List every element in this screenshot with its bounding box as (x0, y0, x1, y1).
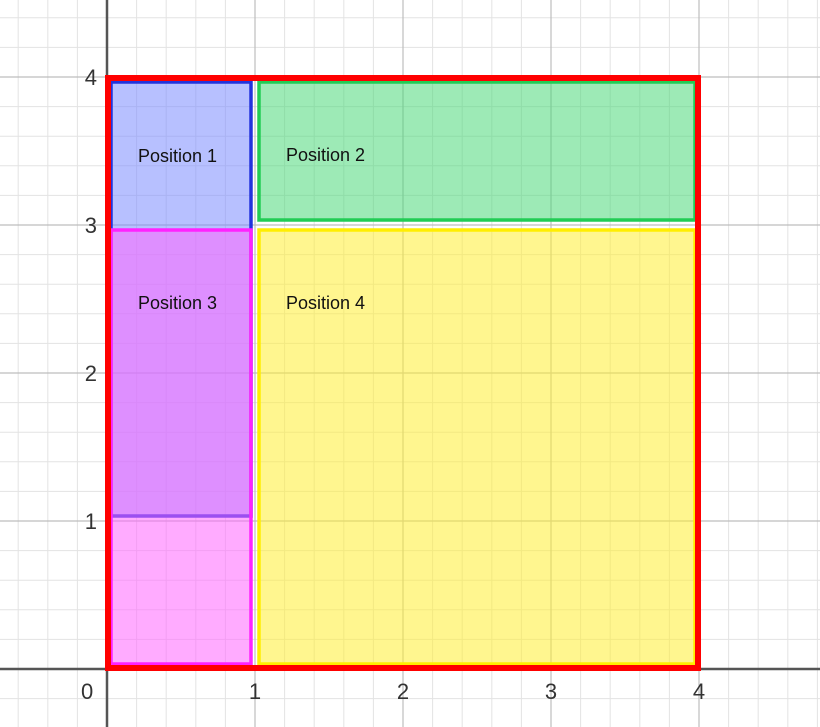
x-tick-label-1: 1 (249, 679, 261, 704)
position-2-label: Position 2 (286, 145, 365, 165)
position-3-label: Position 3 (138, 293, 217, 313)
position-2-region (257, 80, 697, 222)
tick-labels: 0 1 2 3 4 1 2 3 4 (81, 65, 705, 704)
position-4-region (257, 228, 697, 666)
y-tick-label-4: 4 (85, 65, 97, 90)
position-3-region (109, 228, 253, 666)
y-tick-label-3: 3 (85, 213, 97, 238)
x-tick-label-3: 3 (545, 679, 557, 704)
position-regions (105, 75, 701, 671)
y-tick-label-2: 2 (85, 361, 97, 386)
x-tick-label-0: 0 (81, 679, 93, 704)
region-labels: Position 1 Position 2 Position 3 Positio… (138, 145, 365, 313)
position-1-label: Position 1 (138, 146, 217, 166)
outer-boundary (105, 75, 701, 671)
x-tick-label-4: 4 (693, 679, 705, 704)
y-tick-label-1: 1 (85, 509, 97, 534)
position-4-label: Position 4 (286, 293, 365, 313)
x-tick-label-2: 2 (397, 679, 409, 704)
